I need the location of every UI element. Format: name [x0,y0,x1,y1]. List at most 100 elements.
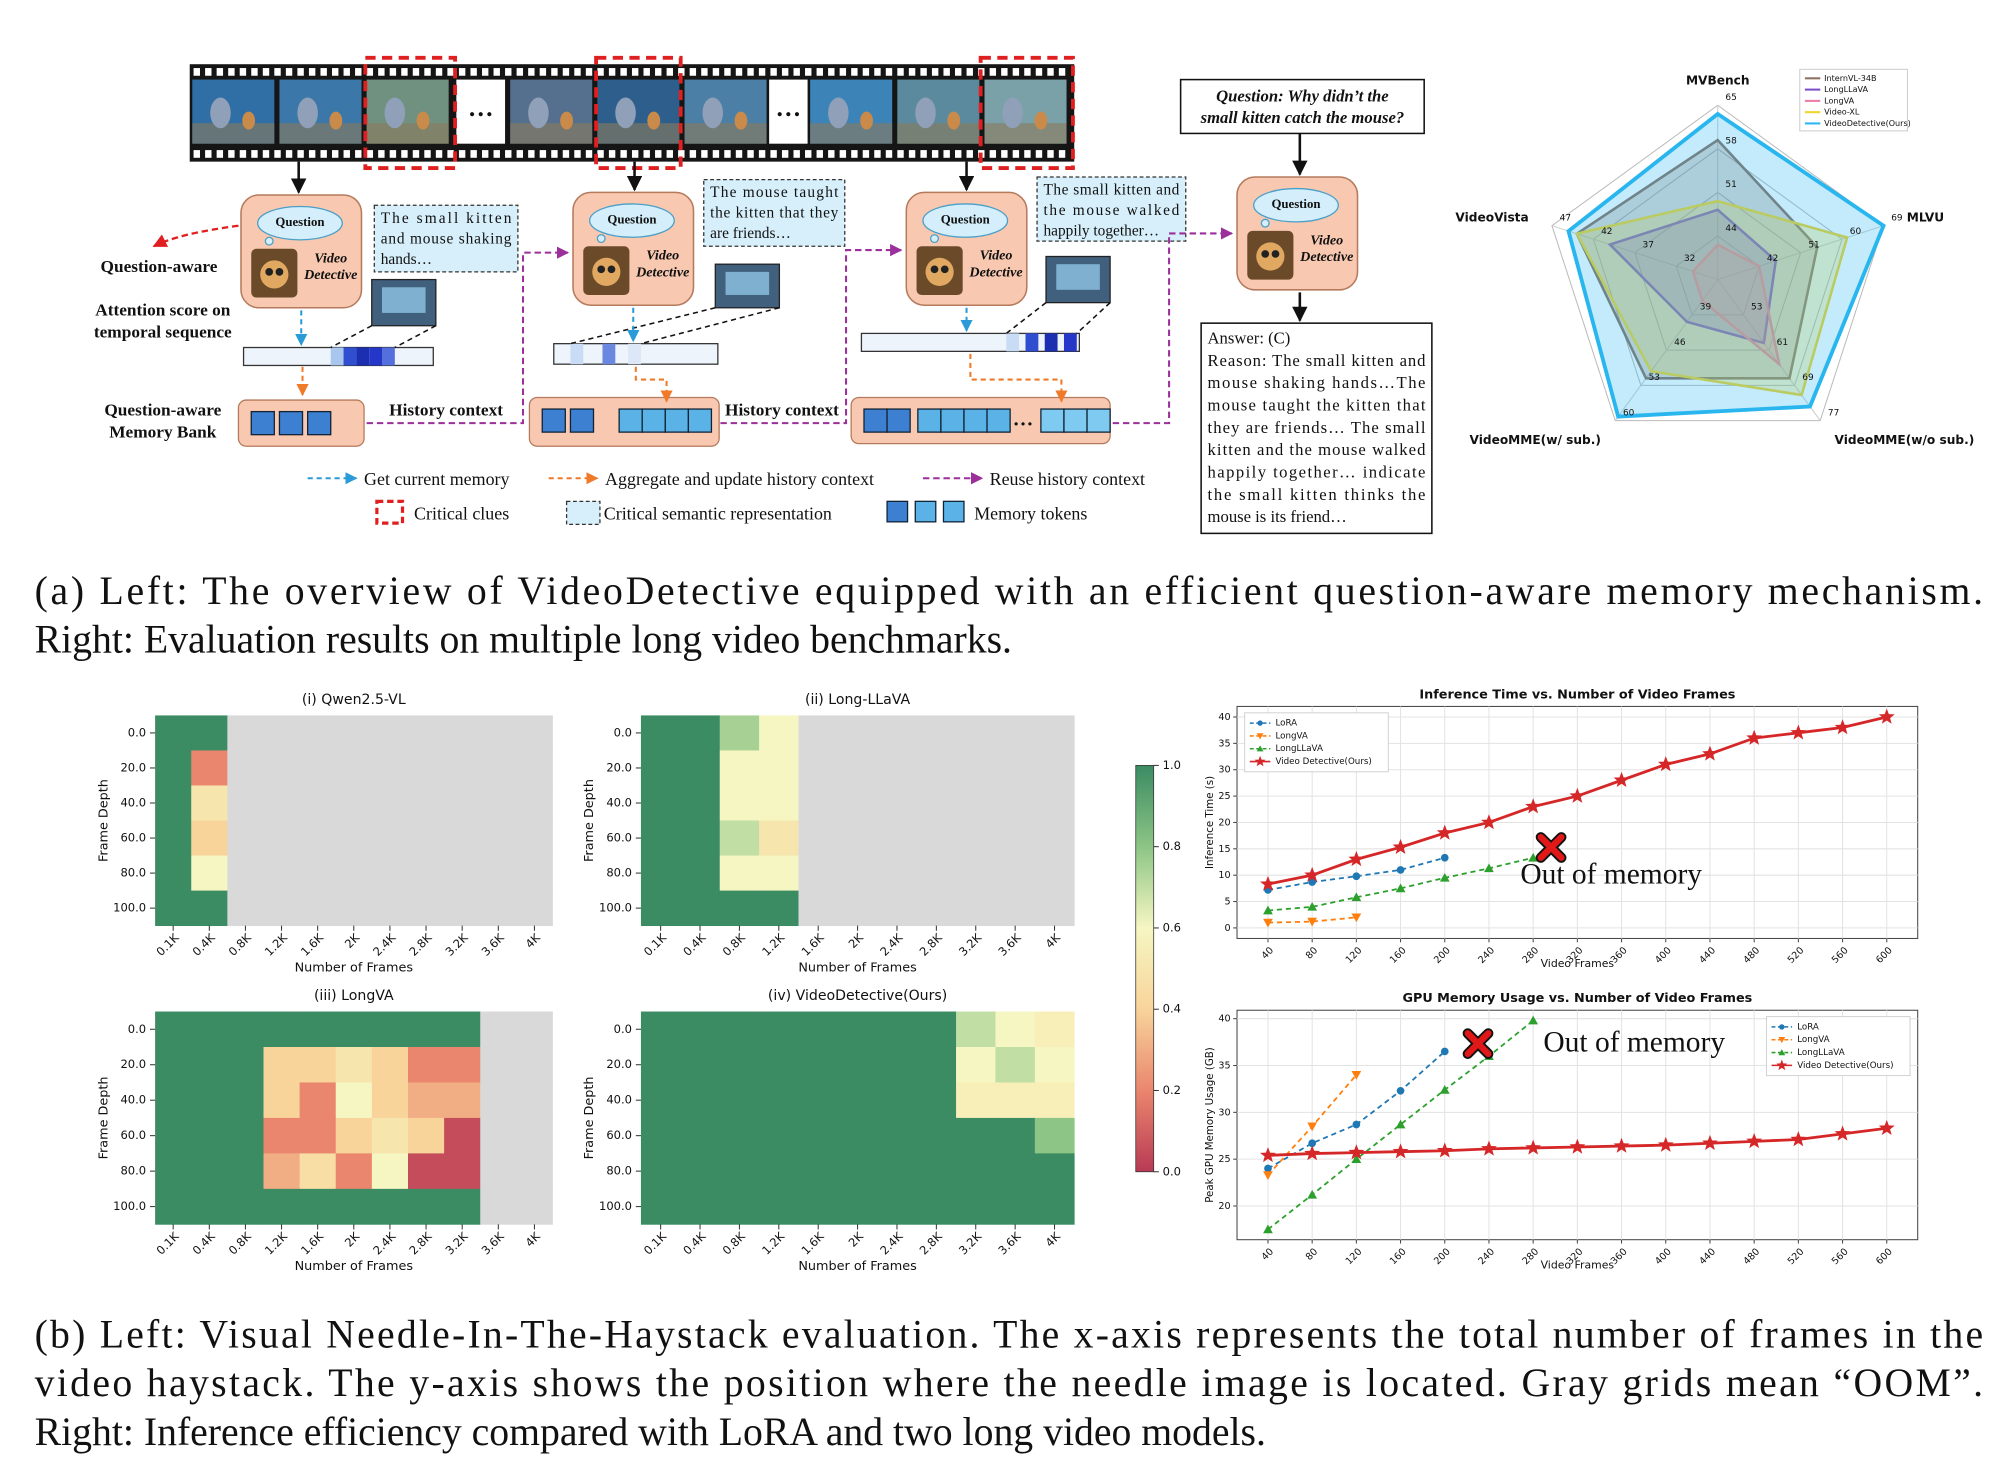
data-point [1264,1164,1272,1173]
cloud-label: Question [275,215,324,229]
heatmap-cell [640,1011,681,1048]
sprocket [401,150,408,158]
data-point [1351,1154,1362,1164]
heatmap-cell [444,785,481,821]
x-tick-label: 240 [1476,1246,1497,1267]
legend-label: LoRA [1275,719,1297,729]
memory-token [664,408,690,433]
radar-spoke [1717,225,1884,281]
memory-token [569,408,595,433]
y-tick-label: 20.0 [606,760,632,774]
heatmap-cell [191,1117,228,1154]
x-tick-label: 0.4K [190,1229,219,1258]
memory-token [278,410,304,436]
sprocket [897,150,904,158]
heatmap-cell [798,785,839,821]
heatmap-cell [480,890,517,927]
answer-line: Answer: (C) [1208,329,1291,348]
heatmap-cell [191,1153,228,1190]
heatmap-cell [371,1117,409,1154]
heatmap-cell [407,1117,445,1154]
heatmap-cell [335,1082,373,1119]
sprocket [655,68,662,76]
radar-tick-label: 61 [1777,338,1788,348]
heatmap-title: (iv) VideoDetective(Ours) [768,988,947,1004]
data-point [1348,851,1365,867]
sprocket [378,68,385,76]
radar-tick-label: 42 [1601,227,1612,237]
sprocket [1024,150,1031,158]
heatmap-cell [995,1153,1036,1190]
heatmap-cell [640,820,681,856]
sprocket [712,150,720,158]
sprocket [493,150,500,158]
data-point [1395,883,1406,893]
question-line: small kitten catch the mouse? [1200,108,1405,127]
heatmap-cell [191,1011,228,1048]
radar-tick-label: 39 [1700,303,1712,313]
x-axis-label: Video Frames [1541,957,1615,970]
heatmap-cell [335,785,373,821]
heatmap-cell [956,820,996,856]
heatmap-cell [480,1153,517,1190]
answer-line: the small kitten thinks the [1208,485,1426,504]
heatmap-cell [1034,890,1075,927]
heatmap-cell [335,1011,373,1048]
detective-eye [940,265,949,274]
sprocket [193,150,200,158]
data-point [1307,917,1318,927]
sprocket [597,68,604,76]
heatmap-cell [155,1117,192,1154]
x-tick-label: 120 [1344,945,1365,966]
agent-label: Detective [303,267,357,283]
aggregate-arrow [634,366,673,403]
heatmap-cell [719,1046,760,1083]
heatmap-cell [719,1188,760,1225]
heatmap-cell [719,1082,760,1119]
cartoon-figure [915,97,936,129]
caption-line: (a) Left: The overview of VideoDetective… [35,569,1983,613]
heatmap-cell [335,715,373,751]
data-point [1392,838,1409,854]
cartoon-figure [528,97,549,129]
legend-token [886,500,909,523]
heatmap-cell [371,890,409,927]
cartoon-figure [384,97,406,129]
heatmap-cell [680,1188,721,1225]
sprocket [874,150,881,158]
heatmap-cell [155,785,192,821]
radar-tick-label: 69 [1891,214,1903,224]
heatmap-cell [837,1082,878,1119]
data-point [1746,729,1763,745]
legend-label: LongLLaVA [1275,744,1322,754]
caption-line: Right: Inference efficiency compared wit… [35,1410,1266,1454]
data-point [1351,892,1362,902]
y-tick-label: 0.0 [128,1022,146,1036]
sprocket [793,150,800,158]
sprocket [562,150,570,158]
agent-label: Video [646,248,679,264]
heatmap-cell [191,1046,228,1083]
caption-line: Right: Evaluation results on multiple lo… [35,618,1012,662]
data-point [1790,724,1807,740]
radar-series [1691,243,1782,368]
cartoon-figure [329,111,343,130]
sprocket [274,150,281,158]
frame-thumbnail-detail [725,271,770,295]
sprocket [435,68,443,76]
answer-line: they are friends… The small [1208,418,1426,437]
heatmap-cell [1034,1153,1075,1190]
cloud-puff [596,234,606,244]
data-point [1260,875,1276,891]
heatmap-cell [759,750,799,786]
x-tick-label: 200 [1432,945,1453,966]
attention-cell [330,347,344,366]
data-point [1304,866,1321,882]
legend-swatch [375,499,405,525]
legend-token [914,500,937,523]
memory-token [863,408,888,433]
heatmap-cell [191,750,228,786]
y-tick-label: 5 [1224,897,1230,908]
heatmap-cell [956,1153,996,1190]
heatmap-cell [759,1153,799,1190]
